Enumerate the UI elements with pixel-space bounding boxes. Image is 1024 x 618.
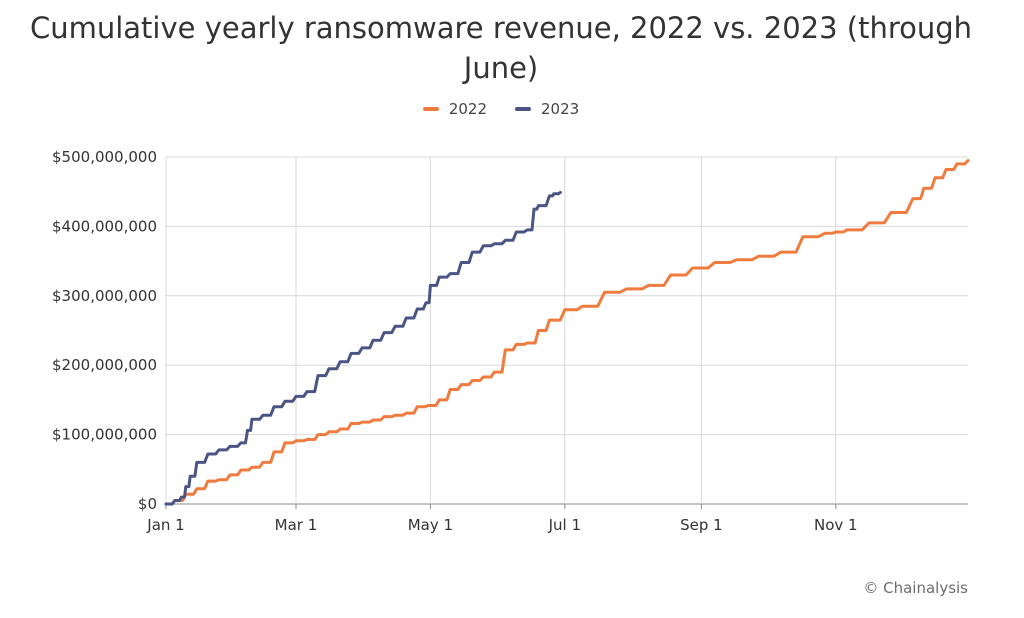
x-tick-label: Jan 1 (146, 516, 184, 534)
y-tick-label: $100,000,000 (52, 426, 157, 444)
legend-label-2022: 2022 (448, 100, 487, 118)
x-tick-label: Mar 1 (275, 516, 318, 534)
legend-item-2023[interactable]: 2023 (515, 100, 579, 118)
y-tick-label: $400,000,000 (52, 217, 157, 235)
legend-item-2022[interactable]: 2022 (422, 100, 487, 118)
series-line-2022 (164, 159, 970, 506)
x-tick-label: Sep 1 (680, 516, 723, 534)
chainalysis-credit: © Chainalysis (863, 579, 968, 597)
y-tick-label: $500,000,000 (52, 148, 157, 166)
legend-swatch-2023 (515, 107, 531, 111)
x-tick-label: Nov 1 (814, 516, 858, 534)
x-tick-label: May 1 (408, 516, 453, 534)
legend-label-2023: 2023 (541, 100, 580, 118)
y-tick-label: $200,000,000 (52, 356, 157, 374)
chart-legend: 2022 2023 (0, 100, 1002, 118)
series-line-2023 (164, 190, 562, 506)
chart-title: Cumulative yearly ransomware revenue, 20… (29, 11, 973, 85)
y-tick-label: $300,000,000 (52, 287, 157, 305)
legend-swatch-2022 (422, 107, 439, 111)
x-tick-label: Jul 1 (548, 516, 581, 534)
y-tick-label: $0 (138, 495, 157, 513)
